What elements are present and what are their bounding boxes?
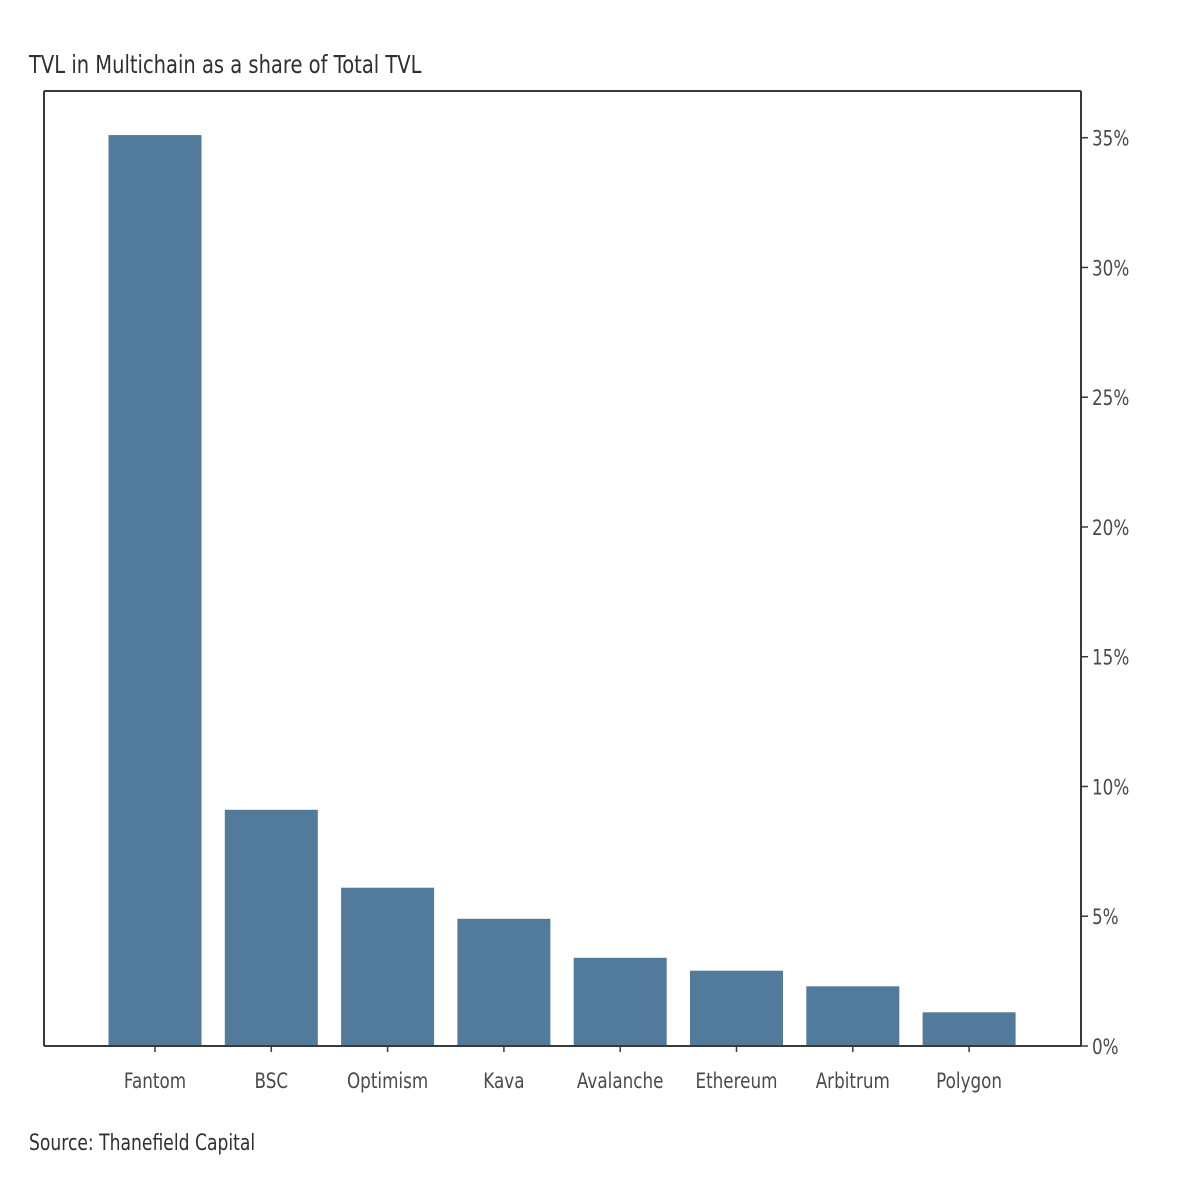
y-tick-label: 30%	[1092, 257, 1129, 281]
x-tick-label: Kava	[483, 1069, 524, 1093]
y-tick-label: 25%	[1092, 386, 1129, 410]
bars-layer	[108, 135, 1016, 1047]
ticks-layer: Fantom BSC Optimism Kava Avalanche Ethereum Ar…	[124, 127, 1129, 1094]
y-tick-label: 15%	[1092, 646, 1129, 670]
bar-ethereum	[690, 970, 783, 1046]
x-tick-label: Polygon	[936, 1069, 1002, 1093]
source-note: Source: Thanefield Capital	[29, 1131, 256, 1156]
x-tick-label: Arbitrum	[816, 1069, 890, 1093]
chart-title: TVL in Multichain as a share of Total TV…	[29, 50, 422, 79]
bar-arbitrum	[806, 986, 900, 1046]
bar-kava	[457, 918, 551, 1046]
x-tick-label: Optimism	[347, 1069, 428, 1093]
y-tick-label: 5%	[1092, 905, 1119, 929]
x-tick-label: Avalanche	[577, 1069, 664, 1093]
bar-avalanche	[573, 957, 667, 1046]
bar-optimism	[341, 887, 435, 1046]
y-tick-label: 10%	[1092, 776, 1129, 800]
bar-polygon	[922, 1012, 1016, 1046]
y-tick-label: 0%	[1092, 1035, 1119, 1059]
y-tick-label: 20%	[1092, 516, 1129, 540]
bar-bsc	[224, 809, 318, 1046]
bar-fantom	[108, 135, 202, 1047]
x-tick-label: Fantom	[124, 1069, 186, 1093]
x-tick-label: Ethereum	[695, 1069, 777, 1093]
axes-layer	[43, 90, 1082, 1047]
y-tick-label: 35%	[1092, 127, 1129, 151]
x-tick-label: BSC	[255, 1069, 289, 1093]
